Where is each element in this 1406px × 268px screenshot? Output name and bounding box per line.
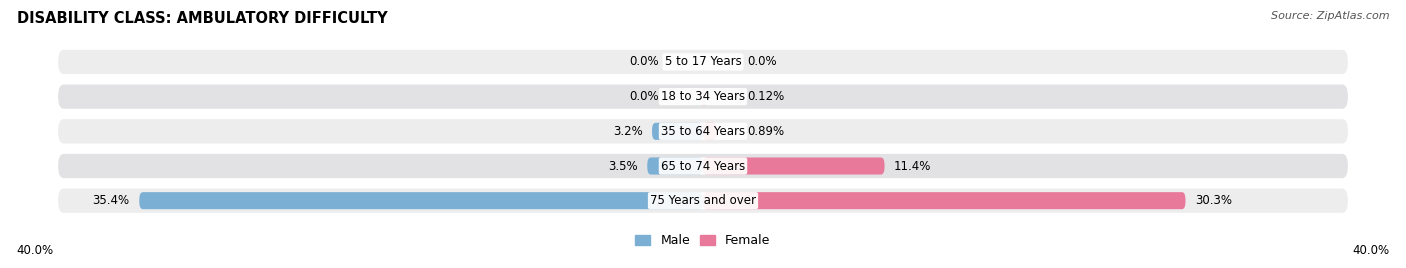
Text: 35 to 64 Years: 35 to 64 Years bbox=[661, 125, 745, 138]
Text: 0.0%: 0.0% bbox=[628, 90, 658, 103]
Text: 0.0%: 0.0% bbox=[748, 55, 778, 68]
FancyBboxPatch shape bbox=[703, 123, 717, 140]
FancyBboxPatch shape bbox=[652, 123, 703, 140]
Text: 0.12%: 0.12% bbox=[748, 90, 785, 103]
Text: 0.89%: 0.89% bbox=[748, 125, 785, 138]
FancyBboxPatch shape bbox=[58, 50, 1348, 74]
Text: 0.0%: 0.0% bbox=[628, 55, 658, 68]
Text: 18 to 34 Years: 18 to 34 Years bbox=[661, 90, 745, 103]
FancyBboxPatch shape bbox=[58, 84, 1348, 109]
Text: 30.3%: 30.3% bbox=[1195, 194, 1232, 207]
Text: 40.0%: 40.0% bbox=[17, 244, 53, 257]
FancyBboxPatch shape bbox=[703, 192, 1185, 209]
Text: 65 to 74 Years: 65 to 74 Years bbox=[661, 159, 745, 173]
Text: Source: ZipAtlas.com: Source: ZipAtlas.com bbox=[1271, 11, 1389, 21]
FancyBboxPatch shape bbox=[58, 154, 1348, 178]
Text: 75 Years and over: 75 Years and over bbox=[650, 194, 756, 207]
Text: 11.4%: 11.4% bbox=[894, 159, 931, 173]
FancyBboxPatch shape bbox=[647, 158, 703, 174]
Text: 5 to 17 Years: 5 to 17 Years bbox=[665, 55, 741, 68]
FancyBboxPatch shape bbox=[139, 192, 703, 209]
FancyBboxPatch shape bbox=[703, 158, 884, 174]
Legend: Male, Female: Male, Female bbox=[630, 229, 776, 252]
FancyBboxPatch shape bbox=[702, 88, 706, 105]
FancyBboxPatch shape bbox=[58, 119, 1348, 143]
Text: 3.5%: 3.5% bbox=[607, 159, 638, 173]
FancyBboxPatch shape bbox=[58, 189, 1348, 213]
Text: DISABILITY CLASS: AMBULATORY DIFFICULTY: DISABILITY CLASS: AMBULATORY DIFFICULTY bbox=[17, 11, 388, 26]
Text: 3.2%: 3.2% bbox=[613, 125, 643, 138]
Text: 40.0%: 40.0% bbox=[1353, 244, 1389, 257]
Text: 35.4%: 35.4% bbox=[93, 194, 129, 207]
